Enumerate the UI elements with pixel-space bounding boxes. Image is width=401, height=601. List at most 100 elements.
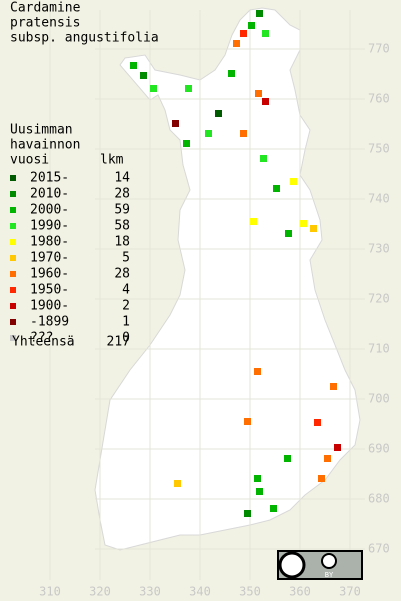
title-line: subsp. angustifolia (10, 31, 159, 46)
y-tick-label: 710 (368, 342, 390, 356)
legend-total-label: Yhteensä (12, 335, 75, 350)
observation (256, 10, 263, 17)
legend-label: -1899 (30, 315, 69, 330)
y-tick-label: 690 (368, 442, 390, 456)
legend-count: 58 (114, 219, 130, 234)
observation (300, 220, 307, 227)
legend-label: ??? (30, 331, 53, 346)
observation (205, 130, 212, 137)
x-tick-label: 320 (89, 585, 111, 599)
observation (314, 419, 321, 426)
observation (273, 185, 280, 192)
y-tick-label: 730 (368, 242, 390, 256)
legend-label: 1950- (30, 283, 69, 298)
legend-total: 217 (107, 335, 130, 350)
observation (334, 444, 341, 451)
legend-swatch (10, 223, 16, 229)
observation (183, 140, 190, 147)
legend-label: 1970- (30, 251, 69, 266)
x-tick-label: 360 (289, 585, 311, 599)
legend-count: 1 (122, 315, 130, 330)
x-tick-label: 350 (239, 585, 261, 599)
legend-swatch (10, 175, 16, 181)
y-tick-label: 670 (368, 542, 390, 556)
legend-swatch (10, 303, 16, 309)
observation (244, 418, 251, 425)
legend-label: 1990- (30, 219, 69, 234)
observation (284, 455, 291, 462)
legend-label: 1900- (30, 299, 69, 314)
legend-swatch (10, 287, 16, 293)
observation (254, 475, 261, 482)
observation (324, 455, 331, 462)
license-badge: BY (277, 550, 363, 580)
title-line: Cardamine (10, 1, 81, 16)
observation (240, 130, 247, 137)
observation (318, 475, 325, 482)
legend-count: 28 (114, 267, 130, 282)
legend-heading: havainnon (10, 138, 80, 153)
observation (240, 30, 247, 37)
legend-swatch (10, 335, 16, 341)
y-tick-label: 770 (368, 42, 390, 56)
x-tick-label: 370 (339, 585, 361, 599)
observation (250, 218, 257, 225)
title-line: pratensis (10, 16, 80, 31)
x-tick-label: 330 (139, 585, 161, 599)
legend-count: 14 (114, 171, 130, 186)
observation (310, 225, 317, 232)
observation (244, 510, 251, 517)
observation (262, 30, 269, 37)
x-tick-label: 340 (189, 585, 211, 599)
observation (290, 178, 297, 185)
legend-count: 28 (114, 187, 130, 202)
observation (140, 72, 147, 79)
legend-swatch (10, 271, 16, 277)
y-tick-label: 720 (368, 292, 390, 306)
legend-count: 4 (122, 283, 130, 298)
observation (150, 85, 157, 92)
legend-label: 2000- (30, 203, 69, 218)
license-text: BY (325, 571, 334, 579)
observation (285, 230, 292, 237)
grid (49, 10, 365, 580)
legend-swatch (10, 207, 16, 213)
y-tick-label: 760 (368, 92, 390, 106)
observation (256, 488, 263, 495)
observation (174, 480, 181, 487)
cc-icon (278, 551, 306, 579)
legend-swatch (10, 255, 16, 261)
by-icon (321, 553, 337, 569)
observations (130, 10, 341, 517)
legend-heading: vuosi (10, 153, 49, 168)
observation (270, 505, 277, 512)
observation (228, 70, 235, 77)
x-tick-label: 310 (39, 585, 61, 599)
legend-swatch (10, 239, 16, 245)
observation (260, 155, 267, 162)
observation (185, 85, 192, 92)
legend-count: 18 (114, 235, 130, 250)
observation (172, 120, 179, 127)
legend-count: 0 (122, 331, 130, 346)
legend-swatch (10, 319, 16, 325)
legend-heading: Uusimman (10, 123, 73, 138)
y-tick-label: 700 (368, 392, 390, 406)
observation (233, 40, 240, 47)
legend-count-heading: lkm (100, 153, 124, 168)
finland-outline (94, 7, 361, 551)
observation (254, 368, 261, 375)
y-tick-label: 680 (368, 492, 390, 506)
observation (215, 110, 222, 117)
legend-count: 59 (114, 203, 130, 218)
legend-label: 1960- (30, 267, 69, 282)
legend-label: 1980- (30, 235, 69, 250)
legend-count: 2 (122, 299, 130, 314)
observation (248, 22, 255, 29)
legend-count: 5 (122, 251, 130, 266)
legend-label: 2010- (30, 187, 69, 202)
y-tick-label: 750 (368, 142, 390, 156)
observation (330, 383, 337, 390)
